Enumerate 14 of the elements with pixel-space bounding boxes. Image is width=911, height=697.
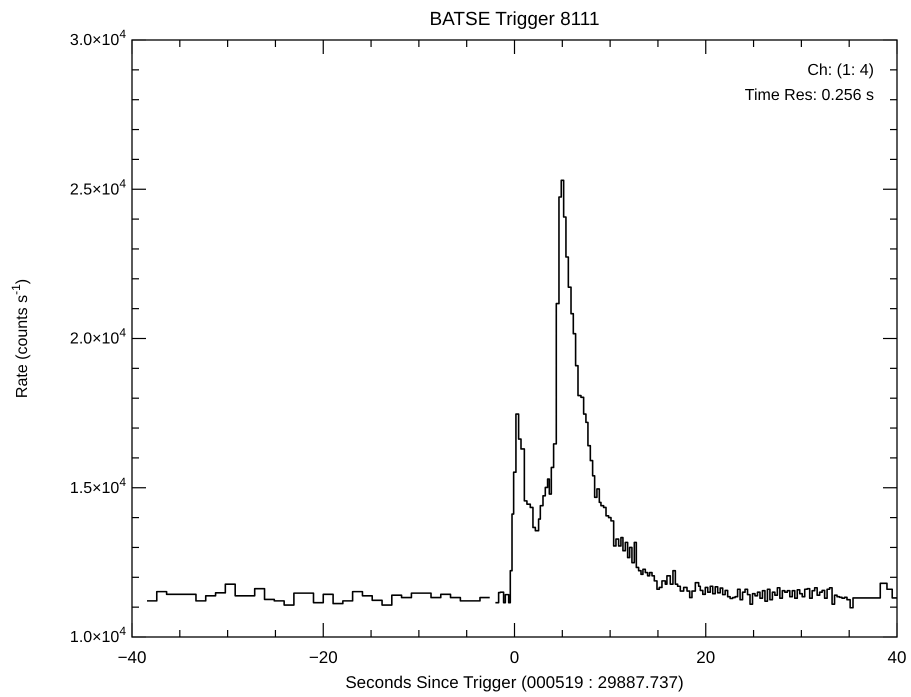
y-tick-label: 1.5×10$^{4}$ [70, 474, 126, 497]
annotation: Time Res: 0.256 s [744, 87, 874, 104]
x-tick-label: 0 [510, 648, 520, 667]
y-tick-label: 2.5×10$^{4}$ [70, 176, 126, 198]
x-tick-label: 40 [888, 648, 906, 667]
y-tick-label: 1.0×10$^{4}$ [70, 624, 126, 646]
x-tick-label: −40 [118, 648, 146, 667]
annotation: Ch: (1: 4) [807, 62, 874, 79]
x-tick-label: −20 [308, 648, 338, 667]
y-tick-label: 2.0×10$^{4}$ [70, 326, 126, 348]
y-tick-label: 3.0×10$^{4}$ [70, 27, 126, 49]
x-tick-label: 20 [696, 648, 716, 667]
x-axis-title: Seconds Since Trigger (000519 : 29887.737) [345, 673, 684, 692]
chart-title: BATSE Trigger 8111 [429, 9, 600, 30]
